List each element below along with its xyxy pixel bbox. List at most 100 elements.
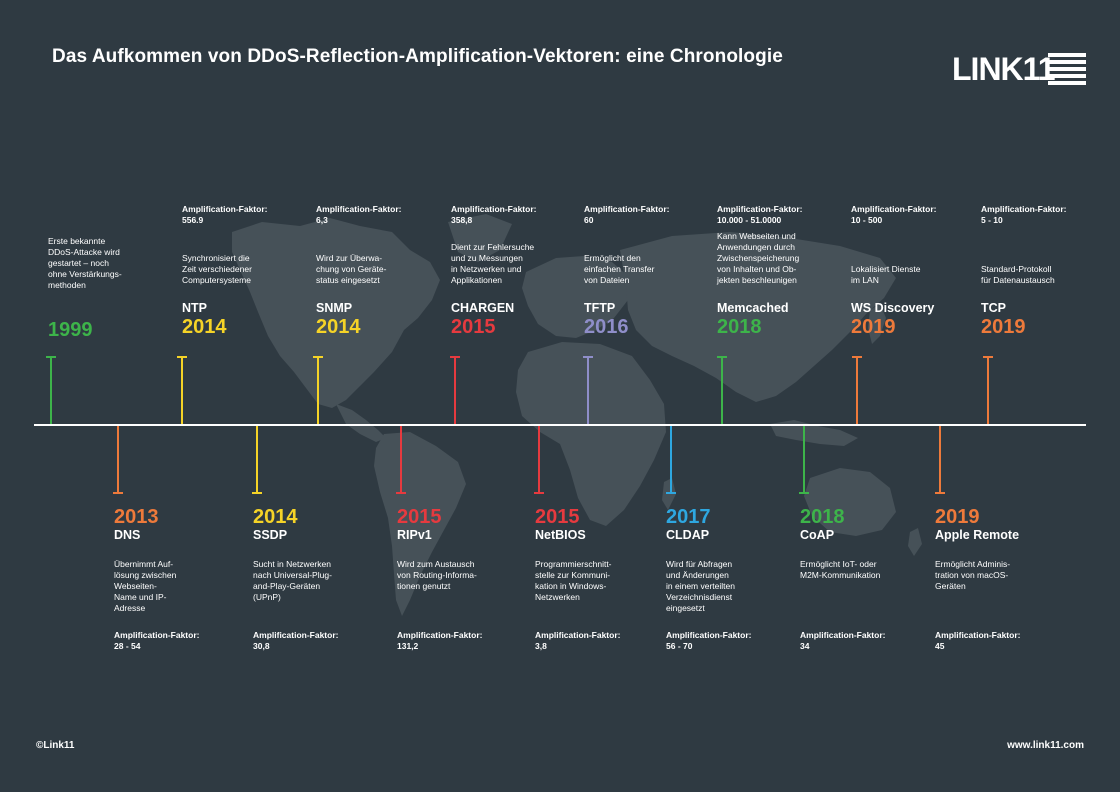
timeline-tick-cap (46, 356, 56, 358)
event-protocol: TFTP (584, 301, 616, 315)
event-description: Wird zur Überwa- chung von Geräte- statu… (316, 253, 387, 285)
timeline-tick (856, 356, 858, 424)
timeline-tick (454, 356, 456, 424)
event-description: Wird für Abfragen und Änderungen in eine… (666, 559, 735, 613)
amplification-label: Amplification-Faktor: (451, 204, 537, 214)
event-description: Lokalisiert Dienste im LAN (851, 264, 921, 285)
timeline-tick (587, 356, 589, 424)
amplification-value: 45 (935, 641, 945, 651)
timeline-tick-cap (935, 492, 945, 494)
amplification-value: 34 (800, 641, 810, 651)
amplification-value: 56 - 70 (666, 641, 693, 651)
event-protocol: NTP (182, 301, 207, 315)
logo-text: LINK11 (952, 51, 1055, 87)
timeline-tick (803, 426, 805, 494)
event-description: Ermöglicht Adminis- tration von macOS- G… (935, 559, 1011, 591)
timeline-tick-cap (252, 492, 262, 494)
amplification-label: Amplification-Faktor: (717, 204, 803, 214)
timeline-tick (256, 426, 258, 494)
event-year: 2015 (535, 506, 580, 528)
event-ripv1: 2015 RIPv1 Wird zum Austausch von Routin… (397, 506, 525, 652)
timeline-tick-cap (852, 356, 862, 358)
timeline-tick-cap (313, 356, 323, 358)
timeline-tick (670, 426, 672, 494)
event-description: Sucht in Netzwerken nach Universal-Plug-… (253, 559, 332, 602)
event-year: 2013 (114, 506, 159, 528)
timeline-tick-cap (534, 492, 544, 494)
asia-shape (620, 232, 896, 402)
event-year: 2015 (397, 506, 442, 528)
amplification-label: Amplification-Faktor: (584, 204, 670, 214)
timeline-tick (117, 426, 119, 494)
event-description: Erste bekannte DDoS-Attacke wird gestart… (48, 236, 122, 290)
event-snmp: Amplification-Faktor: 6,3 Wird zur Überw… (316, 204, 444, 338)
event-year: 2017 (666, 506, 711, 528)
amplification-value: 6,3 (316, 215, 328, 225)
footer-website[interactable]: www.link11.com (1007, 740, 1084, 751)
timeline-tick-cap (450, 356, 460, 358)
timeline-tick-cap (983, 356, 993, 358)
page-title: Das Aufkommen von DDoS-Reflection-Amplif… (52, 46, 783, 67)
amplification-label: Amplification-Faktor: (535, 630, 621, 640)
amplification-label: Amplification-Faktor: (316, 204, 402, 214)
timeline-tick (50, 356, 52, 424)
amplification-value: 5 - 10 (981, 215, 1003, 225)
amplification-value: 358,8 (451, 215, 473, 225)
event-year: 2019 (981, 316, 1026, 338)
amplification-value: 60 (584, 215, 594, 225)
event-1999: Erste bekannte DDoS-Attacke wird gestart… (48, 236, 176, 341)
amplification-value: 131,2 (397, 641, 419, 651)
link11-logo: LINK11 (952, 48, 1088, 90)
event-description: Wird zum Austausch von Routing-Informa- … (397, 559, 477, 591)
event-description: Programmierschnitt- stelle zur Kommuni- … (535, 559, 612, 602)
event-netbios: 2015 NetBIOS Programmierschnitt- stelle … (535, 506, 663, 652)
event-year: 1999 (48, 319, 93, 341)
event-year: 2019 (935, 506, 980, 528)
event-year: 2019 (851, 316, 896, 338)
amplification-value: 30,8 (253, 641, 270, 651)
timeline-tick (317, 356, 319, 424)
amplification-label: Amplification-Faktor: (114, 630, 200, 640)
event-protocol: RIPv1 (397, 528, 432, 542)
event-description: Synchronisiert die Zeit verschiedener Co… (182, 253, 252, 285)
australia-shape (804, 468, 896, 536)
amplification-value: 28 - 54 (114, 641, 141, 651)
new-zealand-shape (908, 528, 922, 556)
event-description: Übernimmt Auf- lösung zwischen Webseiten… (114, 559, 177, 613)
amplification-label: Amplification-Faktor: (182, 204, 268, 214)
amplification-label: Amplification-Faktor: (253, 630, 339, 640)
event-memcached: Amplification-Faktor: 10.000 - 51.0000 K… (717, 204, 845, 338)
event-ws-discovery: Amplification-Faktor: 10 - 500 Lokalisie… (851, 204, 979, 338)
indonesia-shape (770, 420, 858, 446)
event-description: Ermöglicht den einfachen Transfer von Da… (584, 253, 655, 285)
timeline-tick (400, 426, 402, 494)
event-description: Kann Webseiten und Anwendungen durch Zwi… (717, 231, 800, 285)
africa-shape (516, 342, 666, 526)
event-year: 2014 (316, 316, 361, 338)
timeline-tick (538, 426, 540, 494)
event-year: 2016 (584, 316, 629, 338)
north-america-shape (232, 218, 440, 408)
amplification-label: Amplification-Faktor: (851, 204, 937, 214)
event-protocol: DNS (114, 528, 141, 542)
timeline-tick (181, 356, 183, 424)
central-america-shape (336, 404, 386, 442)
event-protocol: Memcached (717, 301, 789, 315)
event-chargen: Amplification-Faktor: 358,8 Dient zur Fe… (451, 204, 579, 338)
event-protocol: SSDP (253, 528, 288, 542)
timeline-tick-cap (666, 492, 676, 494)
amplification-label: Amplification-Faktor: (800, 630, 886, 640)
timeline-tick-cap (396, 492, 406, 494)
europe-shape (522, 256, 630, 338)
greenland-shape (448, 214, 512, 262)
event-protocol: CHARGEN (451, 301, 515, 315)
logo-bars-icon (1048, 53, 1086, 88)
timeline-tick (721, 356, 723, 424)
timeline-axis (34, 424, 1086, 426)
event-ssdp: 2014 SSDP Sucht in Netzwerken nach Unive… (253, 506, 381, 652)
world-map-shapes (232, 214, 922, 616)
amplification-label: Amplification-Faktor: (666, 630, 752, 640)
event-protocol: WS Discovery (851, 301, 935, 315)
event-protocol: SNMP (316, 301, 353, 315)
